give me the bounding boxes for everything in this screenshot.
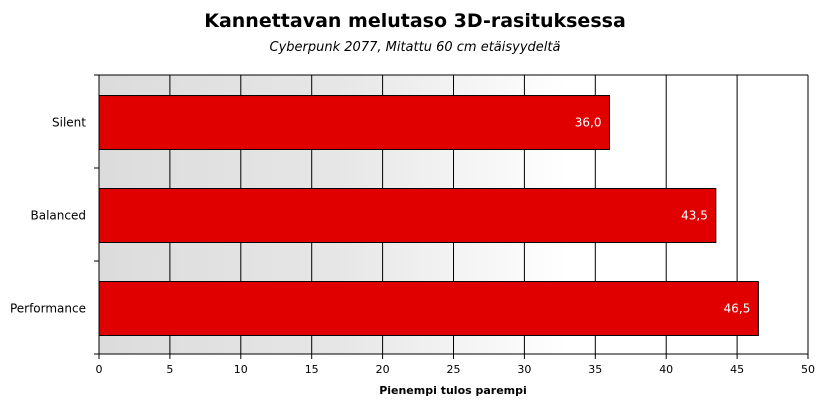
data-label: 36,0 (575, 116, 602, 130)
x-tick-label: 5 (166, 363, 173, 376)
category-label: Performance (10, 302, 86, 316)
chart-title: Kannettavan melutaso 3D-rasituksessa (204, 10, 626, 32)
bar-balanced (98, 188, 717, 243)
chart-subtitle: Cyberpunk 2077, Mitattu 60 cm etäisyydel… (269, 40, 561, 55)
category-label: Silent (52, 116, 86, 130)
x-tick-label: 45 (730, 363, 744, 376)
x-tick-label: 20 (376, 363, 390, 376)
x-axis-title: Pienempi tulos parempi (379, 384, 527, 397)
category-label: Balanced (31, 209, 86, 223)
data-label: 43,5 (681, 209, 708, 223)
x-tick-label: 10 (234, 363, 248, 376)
x-tick-label: 25 (447, 363, 461, 376)
x-tick-label: 30 (517, 363, 531, 376)
bar-performance (98, 281, 759, 336)
axes (94, 74, 809, 359)
x-tick-label: 50 (801, 363, 815, 376)
x-tick-label: 40 (659, 363, 673, 376)
x-tick-label: 15 (305, 363, 319, 376)
x-tick-label: 0 (96, 363, 103, 376)
x-tick-label: 35 (588, 363, 602, 376)
bars (98, 95, 759, 336)
data-label: 46,5 (724, 302, 751, 316)
labels: 36,0 Silent 43,5 Balanced 46,5 Performance 0 5 1… (10, 116, 815, 377)
bar-silent (98, 95, 610, 150)
